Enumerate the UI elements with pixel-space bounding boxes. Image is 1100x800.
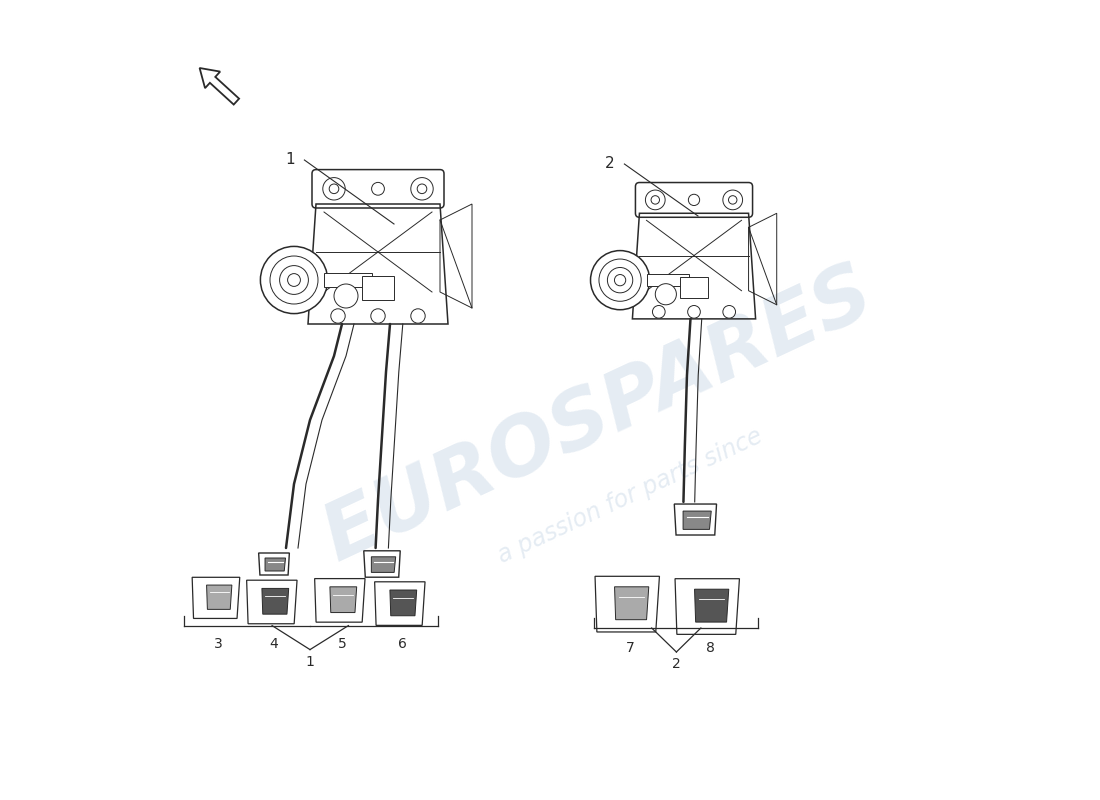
Polygon shape (246, 580, 297, 624)
FancyArrow shape (199, 68, 239, 105)
Circle shape (591, 250, 650, 310)
Text: a passion for parts since: a passion for parts since (494, 424, 767, 568)
Circle shape (615, 274, 626, 286)
Polygon shape (375, 582, 425, 626)
Polygon shape (694, 589, 729, 622)
Polygon shape (207, 585, 232, 610)
Circle shape (287, 274, 300, 286)
Polygon shape (683, 511, 712, 530)
Text: 7: 7 (626, 641, 635, 655)
Polygon shape (265, 558, 286, 571)
Bar (324, 273, 373, 287)
Circle shape (728, 196, 737, 204)
Circle shape (372, 182, 384, 195)
Circle shape (689, 194, 700, 206)
Circle shape (607, 267, 632, 293)
Circle shape (417, 184, 427, 194)
Polygon shape (615, 586, 649, 620)
Bar (647, 274, 689, 286)
Polygon shape (364, 551, 400, 578)
Text: 8: 8 (705, 641, 714, 655)
Text: 5: 5 (338, 637, 346, 651)
Circle shape (688, 306, 701, 318)
Polygon shape (262, 589, 288, 614)
Text: 4: 4 (270, 637, 278, 651)
Circle shape (334, 284, 358, 308)
Text: 2: 2 (605, 157, 615, 171)
Circle shape (261, 246, 328, 314)
Text: 1: 1 (285, 153, 295, 167)
Polygon shape (258, 553, 289, 575)
Bar (362, 276, 394, 300)
Circle shape (329, 184, 339, 194)
Polygon shape (372, 557, 396, 573)
Circle shape (723, 306, 736, 318)
Circle shape (651, 196, 660, 204)
Polygon shape (192, 578, 240, 618)
Polygon shape (595, 576, 659, 632)
Polygon shape (675, 578, 739, 634)
Text: EUROSPARES: EUROSPARES (310, 254, 886, 578)
Circle shape (279, 266, 308, 294)
Text: 3: 3 (213, 637, 222, 651)
Text: 6: 6 (397, 637, 406, 651)
Bar (680, 277, 708, 298)
FancyBboxPatch shape (636, 182, 752, 218)
Polygon shape (330, 587, 356, 613)
Circle shape (600, 259, 641, 302)
Circle shape (331, 309, 345, 323)
Circle shape (410, 178, 433, 200)
FancyBboxPatch shape (312, 170, 444, 208)
Circle shape (656, 284, 676, 305)
Text: 1: 1 (306, 654, 315, 669)
Circle shape (371, 309, 385, 323)
Polygon shape (315, 578, 365, 622)
Polygon shape (389, 590, 417, 616)
Text: 2: 2 (672, 657, 681, 671)
Circle shape (322, 178, 345, 200)
Circle shape (410, 309, 426, 323)
Circle shape (652, 306, 666, 318)
Polygon shape (674, 504, 716, 535)
Circle shape (723, 190, 743, 210)
Circle shape (646, 190, 666, 210)
Circle shape (270, 256, 318, 304)
